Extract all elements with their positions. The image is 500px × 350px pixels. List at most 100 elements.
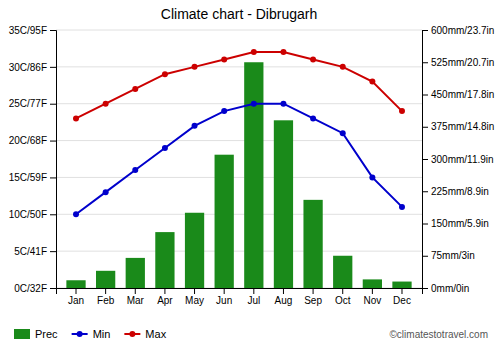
y2-axis: 0mm/0in 75mm/3in 150mm/5.9in 225mm/8.9in 300…	[422, 25, 494, 294]
tick: 0mm/0in	[422, 283, 469, 294]
bar	[244, 62, 263, 288]
tick-mark	[50, 30, 56, 31]
bar	[155, 232, 174, 288]
tick: Mar	[127, 288, 145, 306]
line	[76, 52, 402, 118]
tick-label: 150mm/5.9in	[431, 218, 489, 229]
bar	[96, 271, 115, 288]
grid-line	[56, 66, 422, 67]
tick: 375mm/14.8in	[422, 121, 494, 132]
bar	[126, 258, 145, 288]
point	[399, 108, 405, 114]
point	[340, 64, 346, 70]
point	[192, 123, 198, 129]
point	[162, 71, 168, 77]
point	[369, 79, 375, 85]
point	[399, 204, 405, 210]
tick-label: 0C/32F	[14, 283, 47, 294]
tick-mark	[50, 141, 56, 142]
bar	[363, 279, 382, 288]
tick: Feb	[97, 288, 115, 306]
tick-label: 10C/50F	[9, 209, 47, 220]
tick: 25C/77F	[9, 98, 56, 109]
tick: May	[185, 288, 204, 306]
point	[73, 115, 79, 121]
point	[221, 108, 227, 114]
tick: 525mm/20.7in	[422, 57, 494, 68]
tick-label: Dec	[393, 295, 411, 306]
title: Climate chart - Dibrugarh	[161, 6, 317, 22]
bar	[392, 282, 411, 288]
tick-label: 300mm/11.9in	[431, 154, 494, 165]
point	[310, 115, 316, 121]
bar	[215, 155, 234, 288]
chart: 0C/32F5C/41F10C/50F15C/59F20C/68F25C/77F…	[0, 0, 500, 350]
marks	[66, 49, 411, 288]
tick-label: Sep	[304, 295, 322, 306]
point	[251, 49, 257, 55]
tick: 10C/50F	[9, 209, 56, 220]
point	[103, 101, 109, 107]
tick-label: 25C/77F	[9, 98, 47, 109]
tick-label: 600mm/23.7in	[431, 25, 494, 36]
tick-mark	[342, 288, 343, 294]
line	[76, 104, 402, 215]
tick: Apr	[157, 288, 173, 306]
tick-label: 525mm/20.7in	[431, 57, 494, 68]
tick-label: May	[185, 295, 204, 306]
axis-line	[57, 289, 423, 295]
tick-label: 225mm/8.9in	[431, 186, 489, 197]
x-axis: JanFebMarAprMayJunJulAugSepOctNovDec	[57, 288, 423, 306]
tick-label: Mar	[127, 295, 145, 306]
tick: Sep	[304, 288, 322, 306]
tick-label: 450mm/17.8in	[431, 89, 494, 100]
bar	[185, 213, 204, 288]
point	[73, 211, 79, 217]
legend-item: Max	[124, 328, 166, 340]
legend-marker	[77, 331, 83, 337]
tick: 75mm/3in	[422, 250, 475, 261]
grid-line	[56, 103, 422, 104]
tick-mark	[422, 224, 428, 225]
legend-label: Prec	[35, 328, 58, 340]
tick-mark	[164, 288, 165, 294]
tick-mark	[135, 288, 136, 294]
legend-label: Min	[93, 328, 111, 340]
tick-mark	[422, 191, 428, 192]
tick: 150mm/5.9in	[422, 218, 489, 229]
tick-mark	[50, 288, 56, 289]
tick-label: 35C/95F	[9, 25, 47, 36]
tick-label: Jan	[68, 295, 84, 306]
y-axis: 0C/32F5C/41F10C/50F15C/59F20C/68F25C/77F…	[9, 25, 57, 294]
grid-line	[56, 30, 422, 31]
tick-mark	[253, 288, 254, 294]
tick: 5C/41F	[14, 246, 56, 257]
tick: Oct	[335, 288, 351, 306]
tick: 0C/32F	[14, 283, 56, 294]
tick: Jun	[216, 288, 232, 306]
tick-mark	[422, 127, 428, 128]
point	[103, 189, 109, 195]
point	[310, 56, 316, 62]
legend: Prec Min Max	[14, 328, 167, 340]
tick-label: 30C/86F	[9, 62, 47, 73]
tick: Dec	[393, 288, 411, 306]
tick-mark	[422, 159, 428, 160]
plot-area: 0C/32F5C/41F10C/50F15C/59F20C/68F25C/77F…	[9, 25, 495, 306]
tick-label: Jun	[216, 295, 232, 306]
tick-label: Nov	[363, 295, 381, 306]
legend-label: Max	[145, 328, 166, 340]
tick: Jul	[247, 288, 260, 306]
point	[251, 101, 257, 107]
tick: 30C/86F	[9, 62, 56, 73]
tick: 15C/59F	[9, 172, 56, 183]
annotation: ©climatestotravel.com	[389, 329, 488, 340]
legend-item: Min	[72, 328, 111, 340]
tick-mark	[50, 214, 56, 215]
tick-mark	[76, 288, 77, 294]
point	[162, 145, 168, 151]
line-series	[73, 49, 405, 121]
tick-mark	[313, 288, 314, 294]
tick-label: 0mm/0in	[431, 283, 469, 294]
bar-series	[66, 62, 411, 288]
